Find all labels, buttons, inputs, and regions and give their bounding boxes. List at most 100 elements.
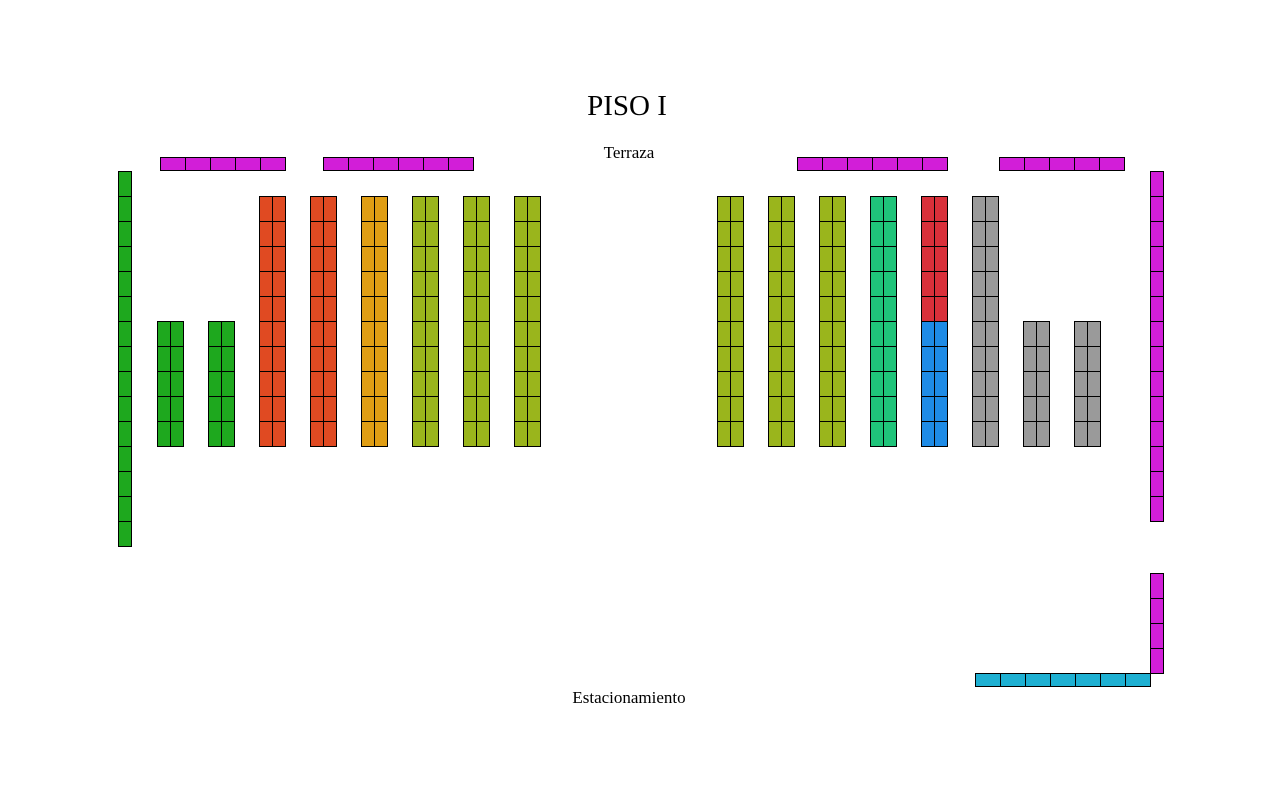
seat-right-wall-lower-1[interactable] (1150, 573, 1164, 599)
seat-col-9-5[interactable] (717, 246, 731, 272)
seat-col-7-7[interactable] (463, 271, 477, 297)
seat-col-4-16[interactable] (323, 371, 337, 397)
seat-col-9-10[interactable] (730, 296, 744, 322)
seat-col-3-6[interactable] (272, 246, 286, 272)
seat-col-3-10[interactable] (272, 296, 286, 322)
seat-col-4-10[interactable] (323, 296, 337, 322)
seat-col-5-1[interactable] (361, 196, 375, 222)
seat-col-9-18[interactable] (730, 396, 744, 422)
seat-terraza-left-2-5[interactable] (423, 157, 449, 171)
seat-col-11-4[interactable] (832, 221, 846, 247)
seat-col-10-10[interactable] (781, 296, 795, 322)
seat-col-2-3[interactable] (208, 346, 222, 372)
seat-terraza-right-1-5[interactable] (897, 157, 923, 171)
seat-col-11-8[interactable] (832, 271, 846, 297)
seat-col-16-4[interactable] (1087, 346, 1101, 372)
seat-col-10-6[interactable] (781, 246, 795, 272)
seat-col-5-20[interactable] (374, 421, 388, 447)
seat-col-1-8[interactable] (170, 396, 184, 422)
seat-col-11-13[interactable] (819, 346, 833, 372)
seat-col-12-8[interactable] (883, 271, 897, 297)
seat-col-9-4[interactable] (730, 221, 744, 247)
seat-col-4-12[interactable] (323, 321, 337, 347)
seat-col-7-10[interactable] (476, 296, 490, 322)
seat-col-12-3[interactable] (870, 221, 884, 247)
seat-col-14-1[interactable] (972, 196, 986, 222)
seat-col-7-15[interactable] (463, 371, 477, 397)
seat-left-wall-3[interactable] (118, 221, 132, 247)
seat-col-2-2[interactable] (221, 321, 235, 347)
seat-col-7-11[interactable] (463, 321, 477, 347)
seat-col-4-6[interactable] (323, 246, 337, 272)
seat-right-wall-lower-3[interactable] (1150, 623, 1164, 649)
seat-col-5-17[interactable] (361, 396, 375, 422)
seat-col-5-6[interactable] (374, 246, 388, 272)
seat-col-6-7[interactable] (412, 271, 426, 297)
seat-col-4-15[interactable] (310, 371, 324, 397)
seat-terraza-left-1-2[interactable] (185, 157, 211, 171)
seat-col-1-6[interactable] (170, 371, 184, 397)
seat-col-7-16[interactable] (476, 371, 490, 397)
seat-col-11-5[interactable] (819, 246, 833, 272)
seat-col-14-12[interactable] (985, 321, 999, 347)
seat-col-3-5[interactable] (259, 246, 273, 272)
seat-col-4-2[interactable] (323, 196, 337, 222)
seat-col-8-19[interactable] (514, 421, 528, 447)
seat-col-12-13[interactable] (870, 346, 884, 372)
seat-col-8-1[interactable] (514, 196, 528, 222)
seat-left-wall-4[interactable] (118, 246, 132, 272)
seat-col-3-1[interactable] (259, 196, 273, 222)
seat-col-9-17[interactable] (717, 396, 731, 422)
seat-col-14-7[interactable] (972, 271, 986, 297)
seat-col-1-10[interactable] (170, 421, 184, 447)
seat-col-10-5[interactable] (768, 246, 782, 272)
seat-col-16-7[interactable] (1074, 396, 1088, 422)
seat-col-10-18[interactable] (781, 396, 795, 422)
seat-col-1-4[interactable] (170, 346, 184, 372)
seat-terraza-right-2-3[interactable] (1049, 157, 1075, 171)
seat-col-15-1[interactable] (1023, 321, 1037, 347)
seat-estacionamiento-row-3[interactable] (1025, 673, 1051, 687)
seat-col-2-1[interactable] (208, 321, 222, 347)
seat-right-wall-upper-8[interactable] (1150, 346, 1164, 372)
seat-left-wall-14[interactable] (118, 496, 132, 522)
seat-col-14-11[interactable] (972, 321, 986, 347)
seat-col-10-15[interactable] (768, 371, 782, 397)
seat-right-wall-upper-2[interactable] (1150, 196, 1164, 222)
seat-col-14-17[interactable] (972, 396, 986, 422)
seat-col-13-top-10[interactable] (934, 296, 948, 322)
seat-col-2-8[interactable] (221, 396, 235, 422)
seat-col-6-3[interactable] (412, 221, 426, 247)
seat-col-5-2[interactable] (374, 196, 388, 222)
seat-col-5-5[interactable] (361, 246, 375, 272)
seat-col-4-17[interactable] (310, 396, 324, 422)
seat-col-13-top-4[interactable] (934, 221, 948, 247)
seat-col-3-14[interactable] (272, 346, 286, 372)
seat-col-11-6[interactable] (832, 246, 846, 272)
seat-col-8-8[interactable] (527, 271, 541, 297)
seat-left-wall-5[interactable] (118, 271, 132, 297)
seat-col-7-2[interactable] (476, 196, 490, 222)
seat-col-2-5[interactable] (208, 371, 222, 397)
seat-col-9-14[interactable] (730, 346, 744, 372)
seat-col-11-15[interactable] (819, 371, 833, 397)
seat-col-7-20[interactable] (476, 421, 490, 447)
seat-col-7-1[interactable] (463, 196, 477, 222)
seat-col-4-20[interactable] (323, 421, 337, 447)
seat-col-12-6[interactable] (883, 246, 897, 272)
seat-col-15-3[interactable] (1023, 346, 1037, 372)
seat-col-10-19[interactable] (768, 421, 782, 447)
seat-col-8-11[interactable] (514, 321, 528, 347)
seat-col-6-4[interactable] (425, 221, 439, 247)
seat-col-4-14[interactable] (323, 346, 337, 372)
seat-estacionamiento-row-5[interactable] (1075, 673, 1101, 687)
seat-col-13-top-9[interactable] (921, 296, 935, 322)
seat-col-8-6[interactable] (527, 246, 541, 272)
seat-col-6-8[interactable] (425, 271, 439, 297)
seat-left-wall-6[interactable] (118, 296, 132, 322)
seat-col-6-12[interactable] (425, 321, 439, 347)
seat-col-13-bottom-10[interactable] (934, 421, 948, 447)
seat-col-8-16[interactable] (527, 371, 541, 397)
seat-col-8-15[interactable] (514, 371, 528, 397)
seat-col-5-18[interactable] (374, 396, 388, 422)
